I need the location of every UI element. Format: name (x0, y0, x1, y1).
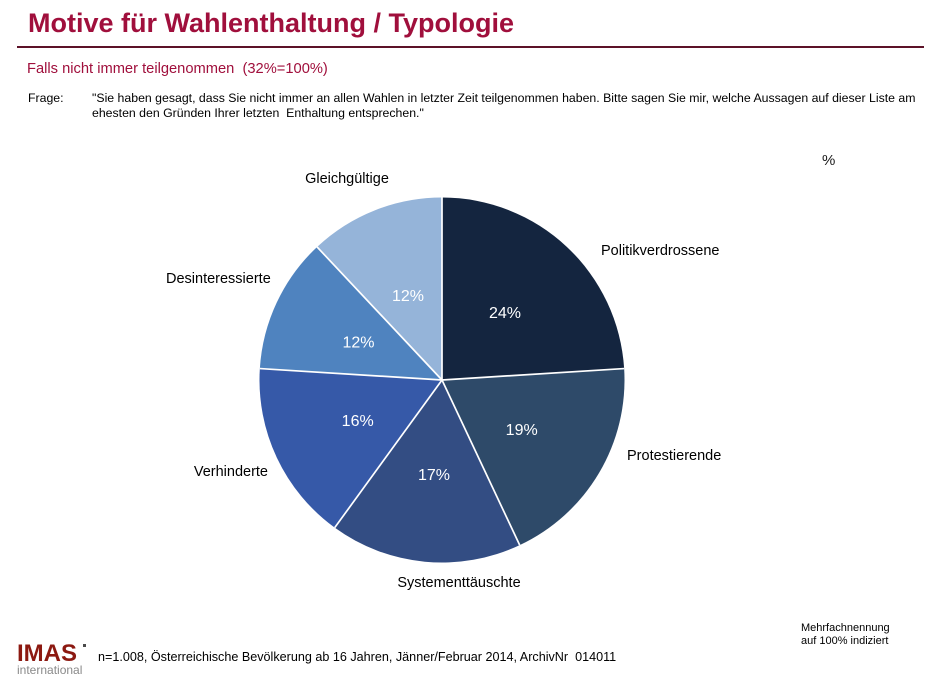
svg-text:24%: 24% (489, 305, 521, 322)
svg-text:12%: 12% (392, 288, 424, 305)
svg-text:16%: 16% (342, 413, 374, 430)
svg-text:19%: 19% (506, 422, 538, 439)
svg-text:17%: 17% (418, 467, 450, 484)
svg-text:12%: 12% (342, 335, 374, 352)
